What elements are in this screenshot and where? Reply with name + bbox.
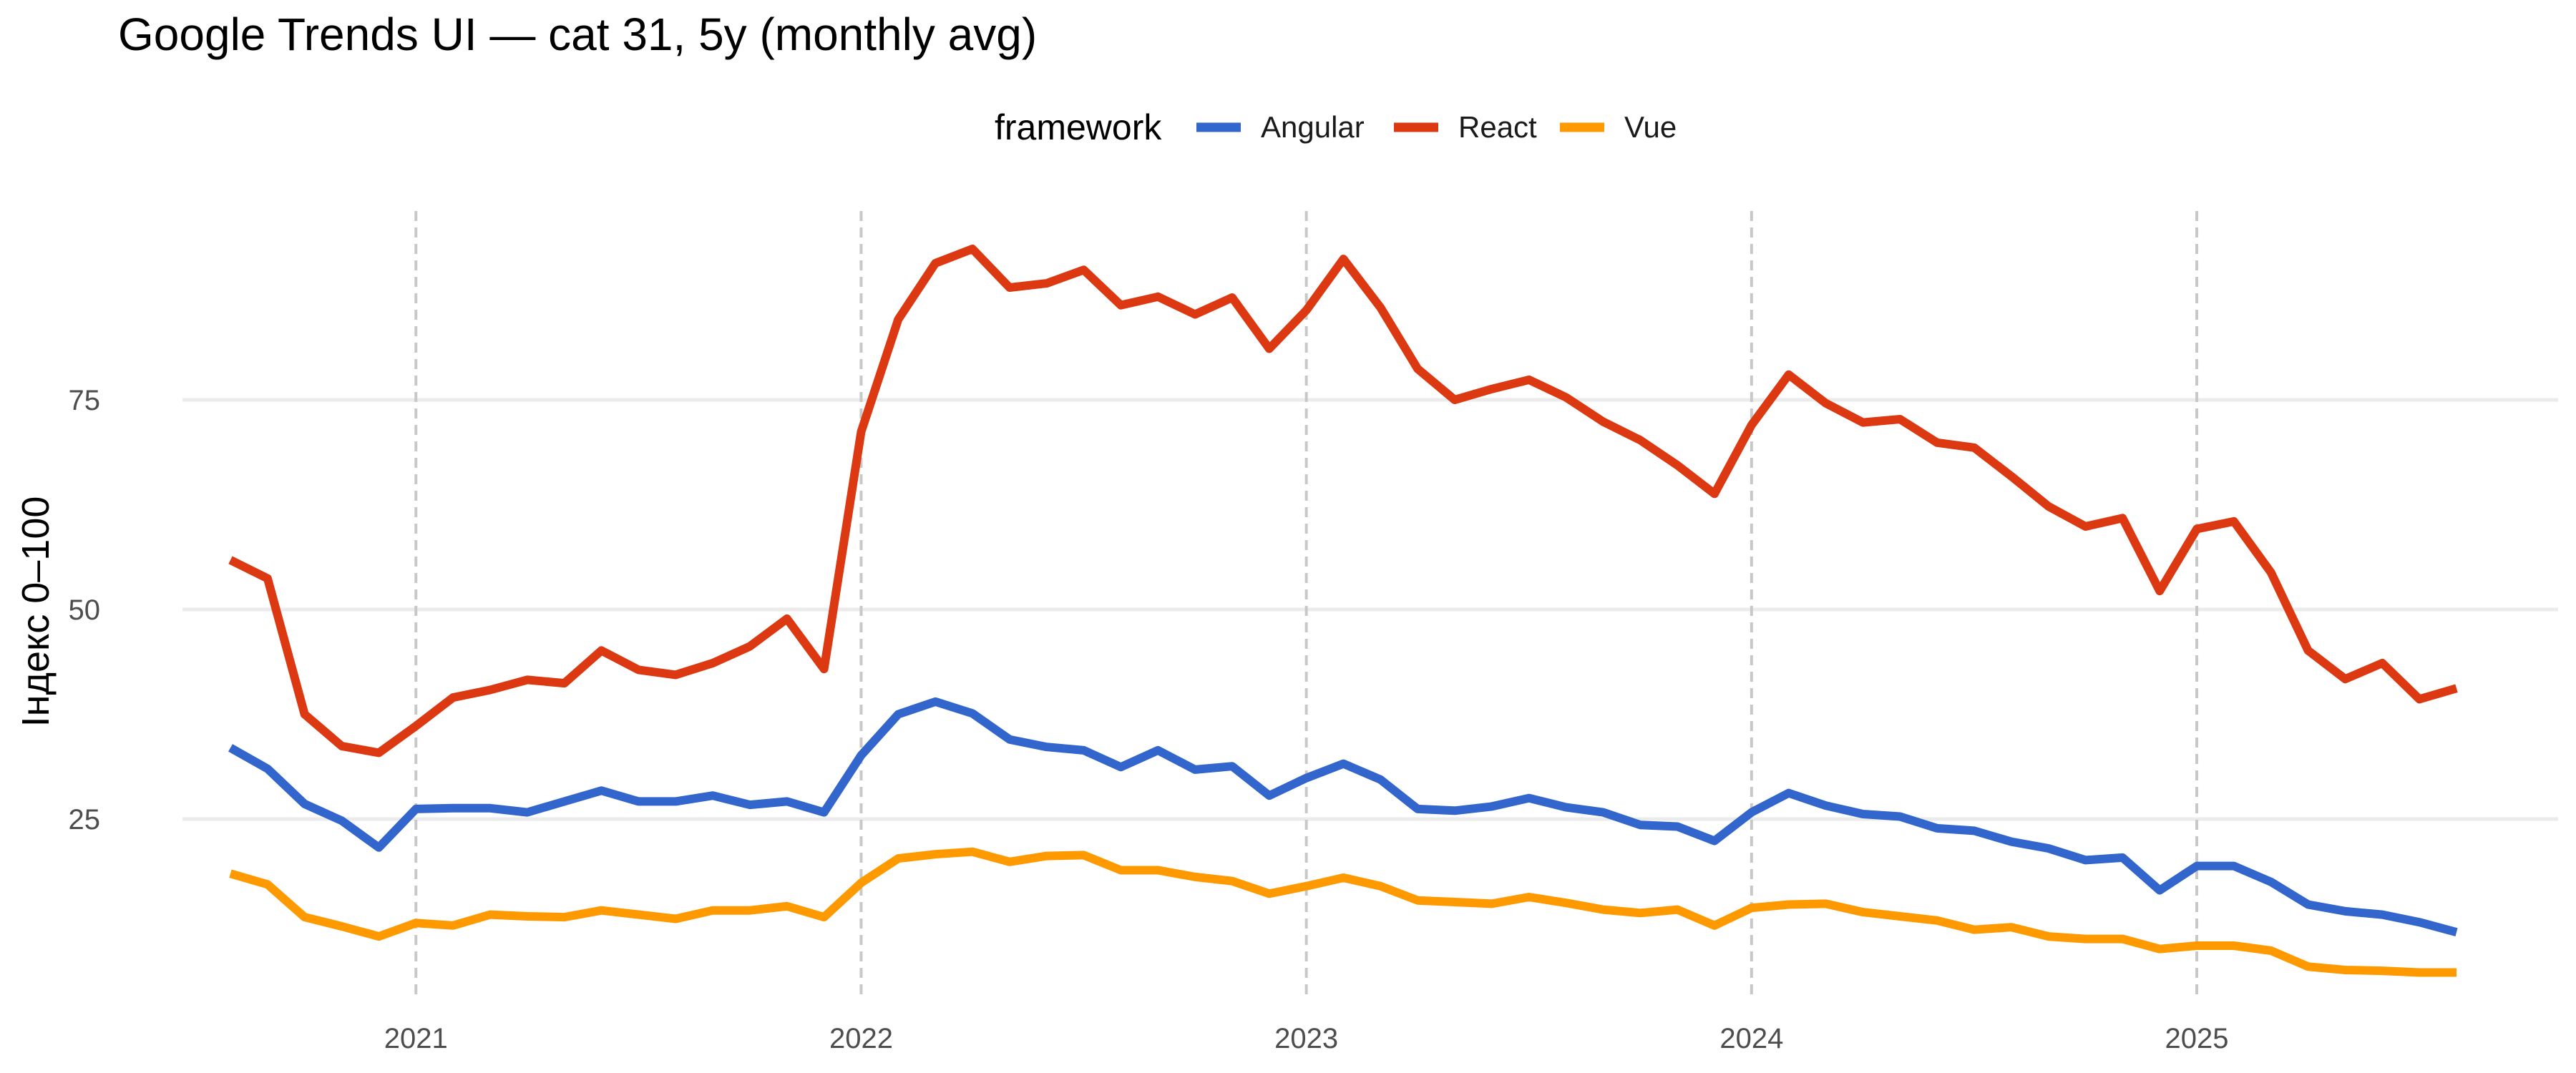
legend-label-angular: Angular <box>1261 110 1365 144</box>
legend-title: framework <box>995 107 1162 147</box>
x-tick-label: 2025 <box>2165 1023 2229 1054</box>
legend-label-vue: Vue <box>1624 110 1677 144</box>
chart-title: Google Trends UI — cat 31, 5y (monthly a… <box>118 9 1037 60</box>
grid <box>182 398 2558 821</box>
y-tick-label: 25 <box>69 804 101 836</box>
legend: framework Angular React Vue <box>995 107 1677 147</box>
y-tick-label: 50 <box>69 594 101 626</box>
y-axis-ticks: 25 50 75 <box>69 385 101 836</box>
year-lines <box>414 211 2199 998</box>
series-line-angular <box>228 697 2458 936</box>
y-axis-title: Індекс 0–100 <box>14 496 57 727</box>
y-tick-label: 75 <box>69 385 101 416</box>
x-tick-label: 2021 <box>384 1023 448 1054</box>
x-tick-label: 2024 <box>1719 1023 1783 1054</box>
series-line-vue <box>229 847 2457 977</box>
series-lines <box>228 245 2458 977</box>
x-axis-ticks: 2021 2022 2023 2024 2025 <box>384 1023 2229 1054</box>
x-tick-label: 2022 <box>829 1023 893 1054</box>
x-tick-label: 2023 <box>1274 1023 1338 1054</box>
legend-label-react: React <box>1458 110 1537 144</box>
series-line-react <box>228 245 2458 758</box>
